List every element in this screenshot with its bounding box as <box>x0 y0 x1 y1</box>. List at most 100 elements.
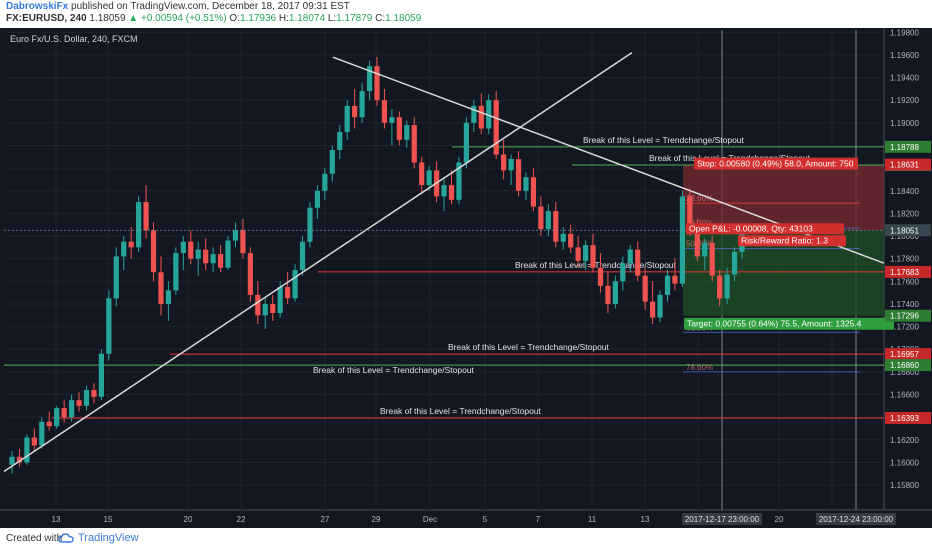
candle-body <box>203 249 209 264</box>
candle-body <box>240 230 246 254</box>
candle <box>173 247 179 295</box>
candle-body <box>31 437 37 446</box>
low-value: 1.17879 <box>336 13 373 24</box>
close-label: C: <box>375 13 386 24</box>
price-axis-background <box>884 28 932 528</box>
candle-body <box>597 267 604 286</box>
candle <box>560 226 566 250</box>
candle-body <box>694 226 700 257</box>
candle <box>270 294 276 321</box>
candle-body <box>657 294 663 318</box>
candle <box>530 168 537 212</box>
candle-body <box>590 245 596 268</box>
open-value: 1.17936 <box>239 13 277 24</box>
candle <box>329 145 335 182</box>
candle <box>203 238 209 270</box>
candle <box>46 411 52 431</box>
candle <box>441 179 447 212</box>
candle-body <box>329 150 335 174</box>
price-change: +0.00594 (+0.51%) <box>140 13 227 24</box>
candle <box>91 383 97 404</box>
candle-body <box>724 274 730 299</box>
price-badge <box>885 158 931 171</box>
candle-body <box>195 249 201 259</box>
candle <box>612 275 618 309</box>
candle <box>374 57 380 106</box>
candle <box>545 204 551 237</box>
candle-body <box>687 196 693 227</box>
candle <box>501 139 507 180</box>
candle-body <box>702 242 708 257</box>
tradingview-brand[interactable]: TradingView <box>78 532 139 544</box>
price-badge-label: 1.17296 <box>890 312 919 321</box>
open-pnl-label: Open P&L: -0.00008, Qty: 43103 <box>689 223 813 233</box>
y-tick-label: 1.18200 <box>890 209 919 218</box>
price-badge-label: 1.17683 <box>890 268 919 277</box>
candle <box>106 290 112 361</box>
x-tick-label: 20 <box>184 515 193 524</box>
candle <box>657 290 663 323</box>
candle <box>61 400 67 423</box>
x-tick-label: 11 <box>588 515 597 524</box>
price-badge <box>885 309 931 322</box>
price-badge <box>885 265 931 278</box>
y-tick-label: 1.17600 <box>890 277 919 286</box>
candle <box>411 117 417 169</box>
author-name[interactable]: DabrowskiFx <box>6 1 69 12</box>
price-badge <box>885 359 931 372</box>
candle-body <box>441 185 447 197</box>
candle-body <box>545 211 551 230</box>
candle-body <box>337 131 343 150</box>
candle-body <box>605 285 611 304</box>
ohlc-bar: FX:EURUSD, 240 1.18059 ▲ +0.00594 (+0.51… <box>6 13 421 24</box>
candle-body <box>16 456 23 463</box>
candle-body <box>486 100 492 129</box>
candle-body <box>642 275 648 302</box>
price-badge <box>885 224 931 237</box>
candle <box>605 272 611 314</box>
x-tick-label: 29 <box>372 515 381 524</box>
last-price: 1.18059 <box>89 13 126 24</box>
candle <box>128 226 134 259</box>
candle-body <box>568 233 574 248</box>
level-label: Break of this Level = Trendchange/Stopou… <box>583 135 745 145</box>
candle-body <box>374 66 380 101</box>
time-marker-badge <box>682 513 762 525</box>
y-tick-label: 1.16200 <box>890 436 919 445</box>
candle <box>456 156 462 205</box>
candle-body <box>530 177 537 207</box>
candle <box>731 247 738 282</box>
candle-body <box>501 154 507 171</box>
level-label: Break of this Level = Trendchange/Stopou… <box>380 406 542 416</box>
x-tick-label: 13 <box>641 515 650 524</box>
candle <box>538 196 544 237</box>
candle-body <box>98 353 104 397</box>
candle <box>575 236 581 268</box>
fib-level-label: 78.60% <box>686 363 713 372</box>
candle-body <box>158 272 164 304</box>
uptrend-line <box>3 52 633 473</box>
stop-label-box <box>694 157 858 170</box>
publish-text: published on TradingView.com, December 1… <box>71 1 350 12</box>
candle-body <box>493 100 499 155</box>
price-badge-label: 1.16393 <box>890 414 919 423</box>
x-tick-label: 27 <box>321 515 330 524</box>
candle <box>54 405 60 429</box>
price-chart[interactable]: 1.198001.196001.194001.192001.190001.188… <box>0 28 932 528</box>
up-arrow-icon: ▲ <box>128 13 139 24</box>
candle <box>165 281 172 321</box>
candle-body <box>456 162 462 200</box>
candle <box>508 154 514 186</box>
candle-body <box>419 162 425 186</box>
candle <box>493 91 499 160</box>
candle <box>679 190 686 287</box>
candle <box>568 224 574 254</box>
candle <box>285 272 291 304</box>
candle <box>121 236 127 270</box>
candle-body <box>188 241 194 259</box>
candle-body <box>9 456 15 465</box>
candle-body <box>113 256 119 299</box>
candle-body <box>359 91 365 118</box>
y-tick-label: 1.19000 <box>890 119 919 128</box>
candle <box>486 94 492 135</box>
